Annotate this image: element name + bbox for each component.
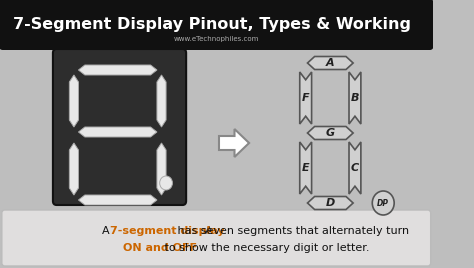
Polygon shape	[157, 75, 166, 127]
Circle shape	[160, 176, 173, 190]
Circle shape	[372, 191, 394, 215]
Polygon shape	[300, 142, 311, 194]
Polygon shape	[69, 75, 79, 127]
Text: to show the necessary digit or letter.: to show the necessary digit or letter.	[161, 243, 370, 253]
Polygon shape	[79, 65, 157, 75]
Text: DP: DP	[377, 199, 389, 207]
Polygon shape	[69, 143, 79, 195]
Polygon shape	[79, 195, 157, 205]
Text: www.eTechnophiles.com: www.eTechnophiles.com	[173, 36, 259, 42]
Text: A: A	[326, 58, 335, 68]
Text: E: E	[302, 163, 310, 173]
Polygon shape	[300, 72, 311, 124]
Bar	[0, 46, 432, 268]
Text: A: A	[102, 226, 113, 236]
Polygon shape	[349, 72, 361, 124]
Text: ON and OFF: ON and OFF	[123, 243, 197, 253]
Polygon shape	[157, 143, 166, 195]
Polygon shape	[349, 142, 361, 194]
Text: B: B	[351, 93, 359, 103]
Polygon shape	[308, 196, 353, 210]
Polygon shape	[219, 129, 249, 157]
Text: G: G	[326, 128, 335, 138]
FancyBboxPatch shape	[53, 49, 186, 205]
Polygon shape	[308, 57, 353, 69]
FancyBboxPatch shape	[0, 0, 433, 50]
Text: A: A	[205, 226, 216, 236]
FancyBboxPatch shape	[2, 210, 431, 266]
Polygon shape	[79, 127, 157, 137]
Text: has seven segments that alternately turn: has seven segments that alternately turn	[174, 226, 410, 236]
Polygon shape	[308, 126, 353, 140]
Text: 7-Segment Display Pinout, Types & Working: 7-Segment Display Pinout, Types & Workin…	[13, 17, 411, 32]
Text: F: F	[302, 93, 310, 103]
Text: 7-segment display: 7-segment display	[110, 226, 225, 236]
Text: C: C	[351, 163, 359, 173]
Text: D: D	[326, 198, 335, 208]
